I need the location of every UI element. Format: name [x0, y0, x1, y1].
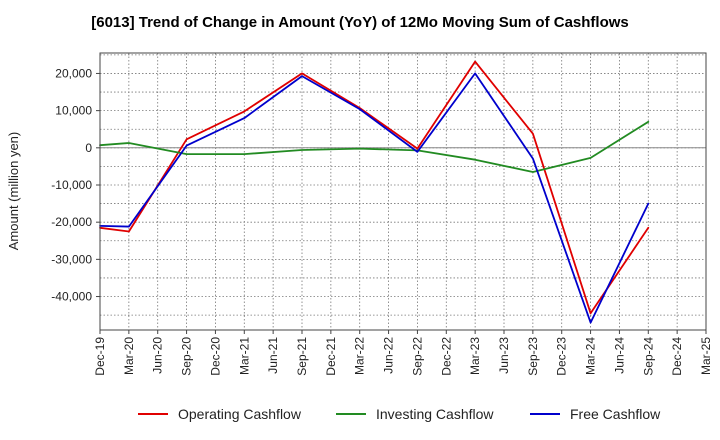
- x-tick-label: Sep-24: [641, 337, 655, 376]
- x-tick-label: Jun-20: [151, 337, 165, 374]
- x-tick-label: Sep-21: [295, 337, 309, 376]
- x-tick-label: Sep-22: [410, 337, 424, 376]
- x-axis-ticks: Dec-19 Mar-20 Jun-20 Sep-20 Dec-20 Mar-21 Jun-…: [93, 330, 713, 376]
- x-tick-label: Dec-19: [93, 337, 107, 376]
- x-tick-label: Mar-25: [699, 337, 713, 375]
- x-tick-label: Dec-22: [439, 337, 453, 376]
- series-line-free-cashflow: [99, 72, 650, 324]
- x-tick-label: Dec-21: [324, 337, 338, 376]
- series-line-investing-cashflow: [99, 120, 650, 173]
- y-tick-label: 0: [85, 141, 92, 155]
- x-tick-label: Sep-20: [180, 337, 194, 376]
- y-tick-label: -20,000: [51, 215, 92, 229]
- y-tick-label: 10,000: [55, 104, 92, 118]
- y-tick-label: -40,000: [51, 290, 92, 304]
- chart-title: [6013] Trend of Change in Amount (YoY) o…: [91, 14, 629, 31]
- grid: [99, 53, 707, 330]
- x-tick-label: Dec-24: [670, 337, 684, 376]
- legend: Operating Cashflow Investing Cashflow Free…: [138, 406, 661, 422]
- legend-label: Investing Cashflow: [376, 406, 494, 422]
- y-tick-label: -10,000: [51, 178, 92, 192]
- x-tick-label: Jun-22: [382, 337, 396, 374]
- x-tick-label: Sep-23: [526, 337, 540, 376]
- series-line-operating-cashflow: [99, 60, 650, 315]
- legend-label: Operating Cashflow: [178, 406, 302, 422]
- y-tick-label: -30,000: [51, 252, 92, 266]
- x-tick-label: Jun-24: [612, 337, 626, 374]
- y-tick-label: 20,000: [55, 66, 92, 80]
- x-tick-label: Dec-20: [208, 337, 222, 376]
- x-tick-label: Jun-21: [266, 337, 280, 374]
- x-tick-label: Mar-23: [468, 337, 482, 375]
- series-lines: [99, 60, 650, 324]
- x-tick-label: Dec-23: [555, 337, 569, 376]
- x-tick-label: Mar-21: [237, 337, 251, 375]
- x-tick-label: Mar-24: [584, 337, 598, 375]
- y-axis-label: Amount (million yen): [6, 132, 21, 251]
- y-axis-ticks: 20,000 10,000 0 -10,000 -20,000 -30,000 -40,00…: [51, 66, 100, 304]
- legend-label: Free Cashflow: [570, 406, 661, 422]
- plot-frame: [99, 52, 707, 331]
- x-tick-label: Mar-20: [122, 337, 136, 375]
- x-tick-label: Mar-22: [353, 337, 367, 375]
- x-tick-label: Jun-23: [497, 337, 511, 374]
